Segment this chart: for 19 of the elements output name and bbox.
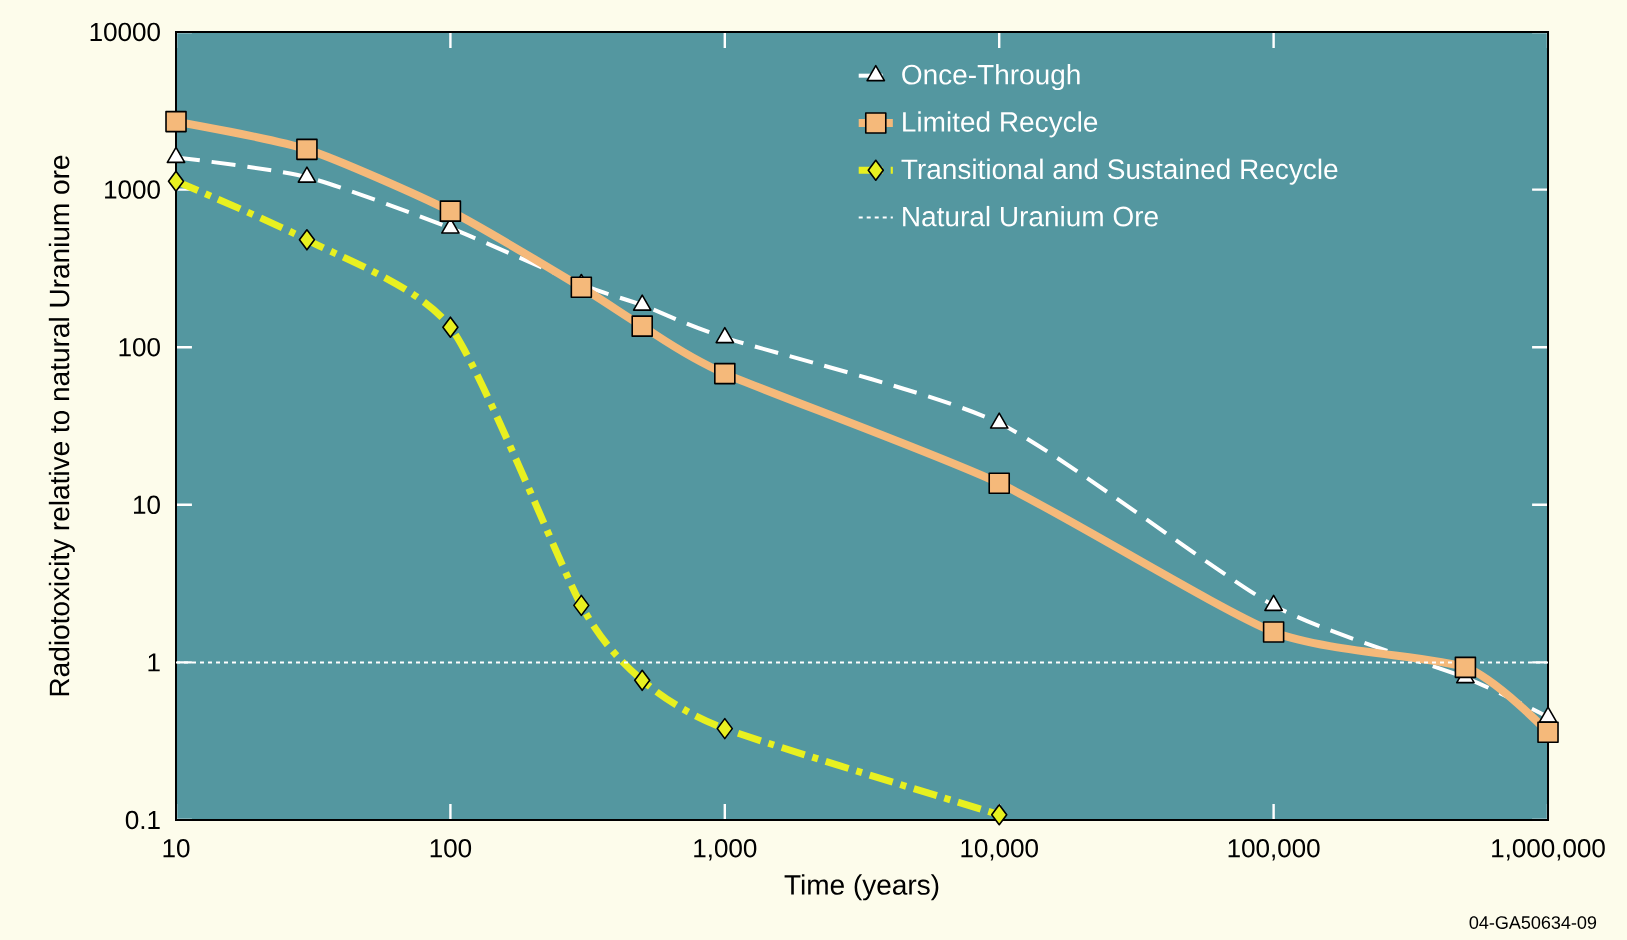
legend-label: Limited Recycle [903,111,1098,138]
x-tick-label: 1,000,000 [1492,839,1605,861]
legend-label: Transitional and Sustained Recycle [901,158,1338,185]
y-tick-label: 100 [119,337,160,357]
y-axis-title: Radiotoxicity relative to natural Uranium ore [48,155,75,696]
y-tick-label: 10 [134,495,160,514]
y-tick-label: 0.1 [125,810,160,830]
x-tick-label: 10 [163,839,190,858]
legend-label: Once-Through [902,64,1080,91]
x-tick-label: 1,000 [694,839,757,861]
x-tick-label: 100 [430,839,472,858]
x-tick-label: 10,000 [961,839,1038,861]
x-tick-label: 100,000 [1228,839,1320,861]
text: 04-GA50634-09 [1469,916,1597,929]
y-tick-label: 1 [148,653,160,672]
legend-label: Natural Uranium Ore [903,205,1158,227]
x-axis-title: Time (years) [784,874,939,901]
y-tick-label: 10000 [90,22,160,42]
y-tick-label: 1000 [105,180,160,199]
